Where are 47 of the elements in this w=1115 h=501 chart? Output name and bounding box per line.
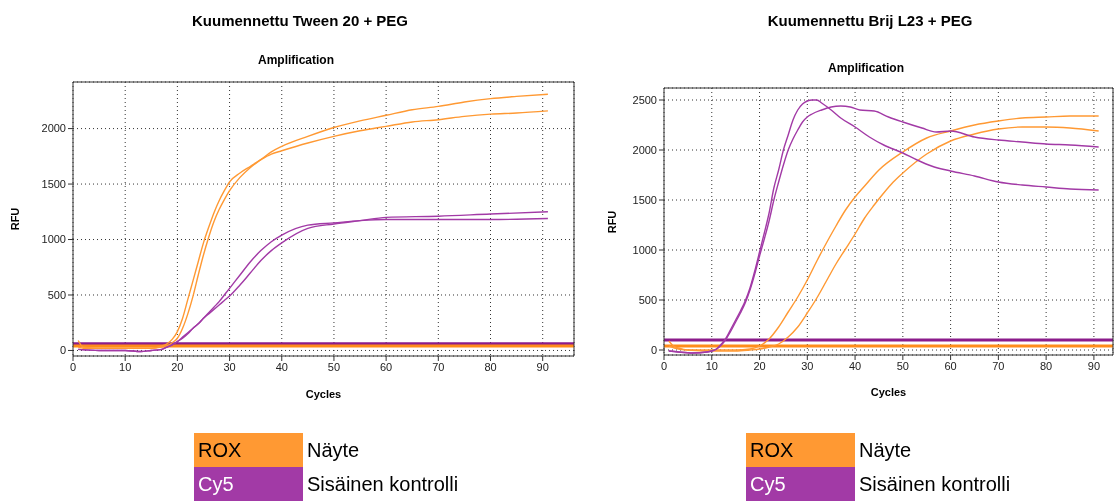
- text: Cy5: [750, 473, 786, 495]
- y-tick-label: 2000: [41, 122, 66, 135]
- y-tick-label: 2000: [632, 143, 657, 156]
- x-tick-label: 10: [705, 359, 718, 372]
- x-tick-label: 60: [380, 360, 393, 373]
- x-tick-label: 20: [171, 360, 184, 373]
- x-axis-title: Cycles: [870, 386, 907, 398]
- chart-title: Kuumennettu Brij L23 + PEG: [767, 12, 973, 29]
- text: ROX: [198, 439, 242, 461]
- x-tick-label: 60: [944, 359, 957, 372]
- y-tick-label: 500: [638, 293, 657, 306]
- y-tick-label: 1000: [41, 233, 66, 246]
- text: ROX: [750, 439, 794, 461]
- x-tick-label: 40: [275, 360, 288, 373]
- x-tick-label: 50: [327, 360, 341, 373]
- x-tick-label: 90: [536, 360, 549, 373]
- text: Sisäinen kontrolli: [307, 473, 459, 495]
- y-tick-label: 500: [47, 288, 66, 301]
- x-tick-label: 30: [223, 360, 236, 373]
- x-tick-label: 20: [753, 359, 766, 372]
- x-tick-label: 70: [992, 359, 1005, 372]
- y-tick-label: 1000: [632, 243, 657, 256]
- x-tick-label: 40: [848, 359, 862, 372]
- x-tick-label: 80: [1040, 359, 1053, 372]
- x-tick-label: 70: [432, 360, 445, 373]
- text: Cy5: [198, 473, 234, 495]
- x-tick-label: 90: [1087, 359, 1101, 372]
- x-tick-label: 10: [119, 360, 132, 373]
- y-tick-label: 0: [59, 344, 66, 357]
- x-axis-title: Cycles: [305, 388, 342, 400]
- x-tick-label: 50: [896, 359, 909, 372]
- y-tick-label: 0: [650, 343, 657, 356]
- y-tick-label: 2500: [632, 93, 657, 106]
- x-tick-label: 80: [484, 360, 497, 373]
- y-tick-label: 1500: [41, 177, 66, 190]
- x-tick-label: 30: [801, 359, 814, 372]
- y-axis-title: RFU: [9, 207, 22, 231]
- y-axis-title: RFU: [606, 210, 619, 233]
- x-tick-label: 0: [69, 360, 77, 373]
- y-tick-label: 1500: [632, 193, 657, 206]
- x-tick-label: 0: [660, 359, 668, 372]
- text: Näyte: [307, 439, 360, 461]
- text: Näyte: [859, 439, 912, 461]
- chart-subtitle: Amplification: [257, 53, 334, 67]
- text: Sisäinen kontrolli: [859, 473, 1011, 495]
- chart-title: Kuumennettu Tween 20 + PEG: [191, 12, 408, 29]
- chart-subtitle: Amplification: [827, 61, 904, 75]
